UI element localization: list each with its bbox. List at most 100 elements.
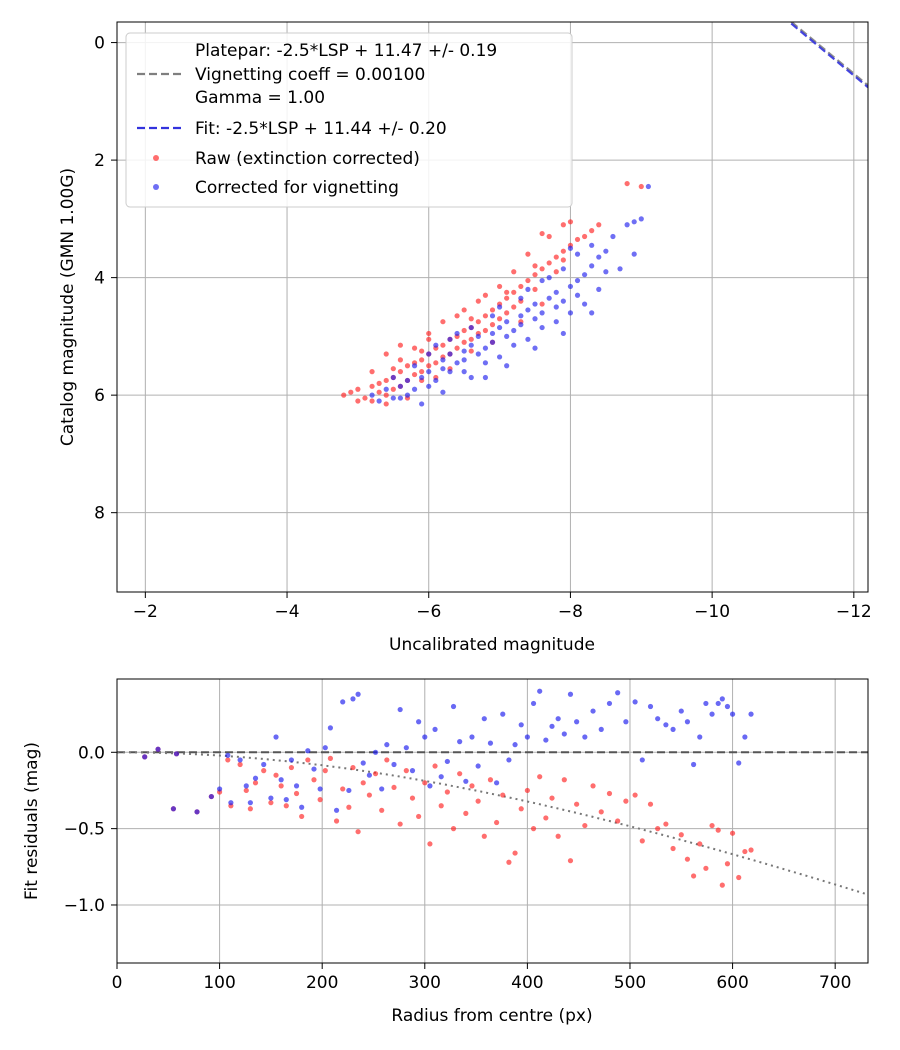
scatter-point-corrected	[355, 691, 361, 697]
scatter-point-raw	[416, 813, 422, 820]
scatter-point-raw	[684, 856, 691, 862]
scatter-point-raw	[454, 345, 460, 351]
x-tick-label: −6	[416, 602, 441, 622]
y-tick-label: 4	[94, 269, 105, 289]
scatter-point-corrected	[426, 369, 432, 375]
scatter-point-raw	[703, 865, 709, 871]
scatter-point-corrected	[409, 768, 416, 774]
scatter-point-raw	[647, 801, 654, 807]
legend-corrected-swatch	[153, 184, 159, 190]
scatter-point-corrected	[532, 345, 538, 351]
scatter-point-corrected	[433, 377, 439, 384]
scatter-point-corrected	[278, 777, 284, 783]
top-ticks: −2 −4 −6 −8 −10 −12 0 2 4 6 8	[94, 34, 872, 622]
scatter-point-raw	[450, 826, 457, 832]
scatter-point-corrected	[574, 251, 581, 257]
scatter-point-raw	[468, 348, 474, 354]
scatter-point-raw	[715, 827, 721, 833]
scatter-point-corrected	[440, 366, 446, 372]
scatter-point-corrected	[457, 739, 463, 745]
x-tick-label: 300	[409, 973, 441, 993]
scatter-point-raw	[567, 858, 574, 864]
scatter-point-raw	[697, 841, 703, 847]
scatter-point-raw	[225, 757, 231, 763]
scatter-point-raw	[461, 307, 467, 313]
scatter-point-corrected	[411, 386, 418, 392]
scatter-point-corrected	[450, 703, 457, 710]
scatter-point-corrected	[482, 360, 489, 366]
scatter-point-corrected	[489, 313, 496, 319]
y-tick-label: 2	[94, 151, 105, 171]
scatter-point-raw	[475, 298, 481, 304]
scatter-point-raw	[457, 771, 463, 777]
scatter-point-corrected	[426, 383, 432, 389]
scatter-point-corrected	[589, 310, 595, 316]
bottom-ylabel: Fit residuals (mag)	[22, 742, 42, 900]
scatter-point-corrected	[142, 754, 148, 760]
scatter-point-corrected	[560, 266, 566, 272]
scatter-point-raw	[511, 289, 517, 295]
scatter-point-corrected	[426, 351, 432, 357]
scatter-point-corrected	[404, 377, 411, 384]
scatter-point-corrected	[518, 722, 524, 728]
scatter-point-raw	[525, 277, 531, 284]
scatter-point-corrected	[684, 719, 691, 725]
scatter-point-raw	[454, 313, 460, 319]
x-tick-label: 700	[819, 973, 851, 993]
scatter-point-raw	[655, 826, 661, 832]
scatter-point-raw	[355, 398, 361, 404]
scatter-point-raw	[560, 222, 566, 228]
scatter-point-corrected	[574, 277, 581, 284]
scatter-point-raw	[383, 351, 389, 357]
scatter-point-corrected	[567, 310, 574, 316]
scatter-point-corrected	[489, 330, 496, 337]
scatter-point-corrected	[173, 751, 180, 757]
scatter-point-corrected	[567, 283, 574, 290]
scatter-point-corrected	[525, 286, 531, 292]
scatter-point-corrected	[369, 392, 375, 398]
bottom-lines	[117, 751, 868, 896]
scatter-point-corrected	[623, 719, 629, 725]
scatter-point-corrected	[404, 392, 411, 398]
scatter-point-raw	[500, 792, 506, 798]
scatter-point-corrected	[317, 786, 323, 792]
scatter-point-raw	[426, 336, 432, 342]
scatter-point-raw	[278, 783, 284, 789]
scatter-point-corrected	[489, 339, 496, 345]
scatter-point-corrected	[598, 726, 604, 732]
scatter-point-raw	[333, 818, 340, 824]
scatter-point-corrected	[383, 386, 389, 392]
top-points	[341, 180, 651, 407]
scatter-point-raw	[574, 236, 581, 243]
scatter-point-corrected	[252, 775, 259, 781]
legend-raw-swatch	[153, 155, 159, 161]
scatter-point-corrected	[482, 345, 489, 351]
scatter-point-corrected	[589, 263, 595, 269]
scatter-point-raw	[530, 826, 537, 832]
scatter-point-corrected	[397, 383, 403, 389]
scatter-point-corrected	[447, 351, 453, 357]
scatter-point-raw	[411, 371, 418, 378]
scatter-point-corrected	[631, 251, 637, 257]
x-tick-label: −10	[694, 602, 730, 622]
bottom-xlabel: Radius from centre (px)	[391, 1006, 592, 1026]
scatter-point-corrected	[447, 369, 453, 375]
scatter-point-raw	[355, 829, 361, 835]
scatter-point-raw	[409, 795, 416, 801]
x-tick-label: 600	[716, 973, 748, 993]
scatter-point-raw	[404, 363, 411, 369]
scatter-point-raw	[433, 360, 439, 366]
x-tick-label: 200	[306, 973, 338, 993]
scatter-point-corrected	[532, 301, 538, 307]
scatter-point-raw	[539, 301, 545, 307]
scatter-point-corrected	[512, 742, 518, 748]
scatter-point-raw	[582, 233, 588, 240]
scatter-point-corrected	[440, 357, 446, 363]
scatter-point-raw	[670, 845, 676, 852]
scatter-point-corrected	[468, 324, 474, 331]
scatter-point-corrected	[333, 807, 340, 813]
scatter-point-raw	[590, 783, 596, 789]
scatter-point-corrected	[603, 248, 609, 254]
scatter-point-raw	[317, 797, 323, 803]
scatter-point-corrected	[610, 233, 616, 240]
